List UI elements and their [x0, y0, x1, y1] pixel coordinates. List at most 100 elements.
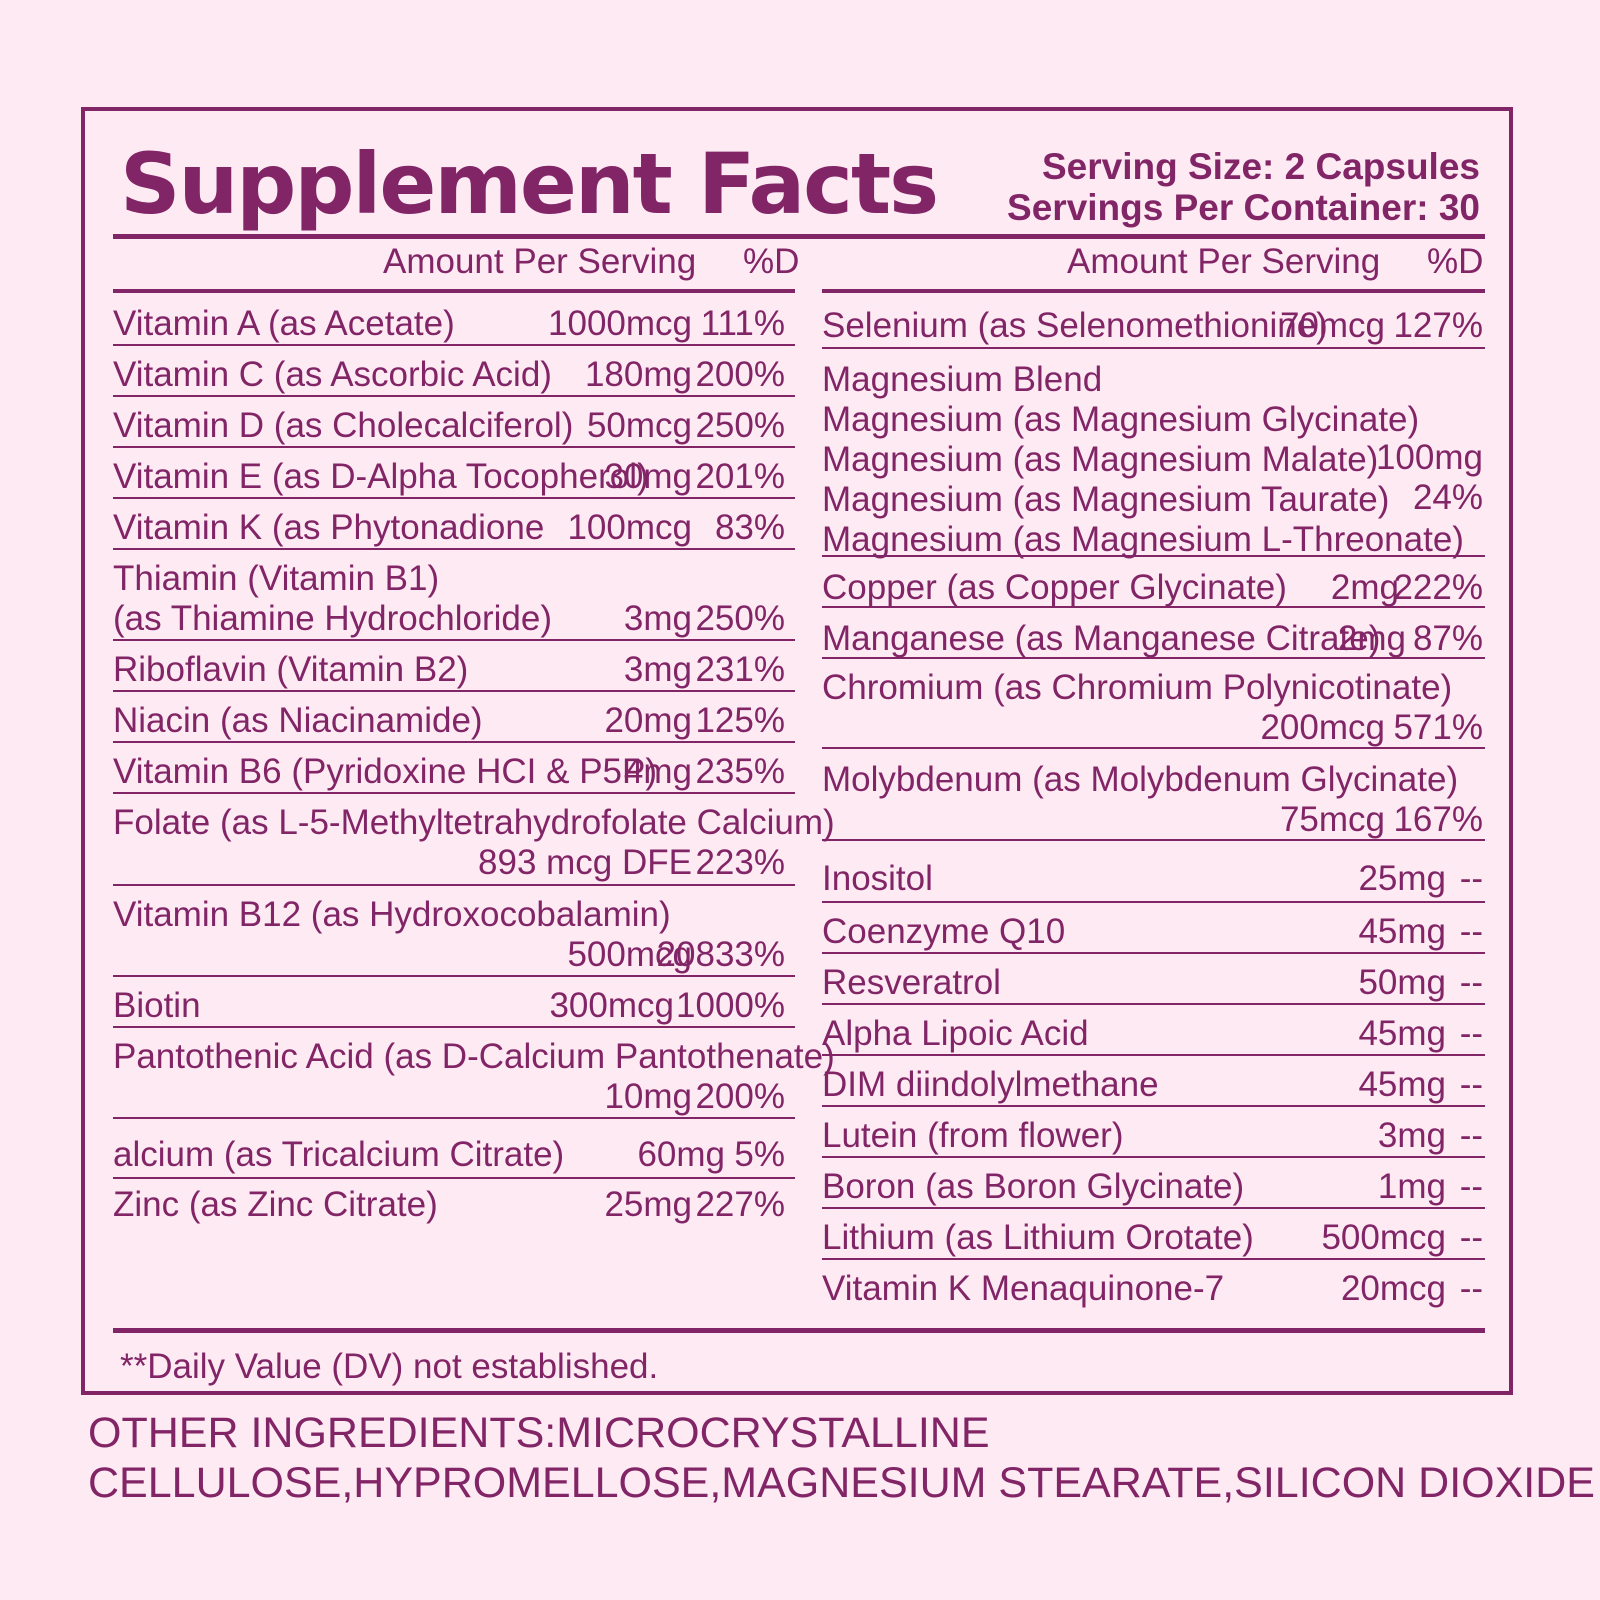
- amount-per-serving: 4mg: [623, 752, 692, 791]
- amount-per-serving: 50mg: [1358, 963, 1446, 1002]
- amount-per-serving: 3mg: [1377, 1116, 1446, 1155]
- nutrient-name: Pantothenic Acid (as D-Calcium Pantothen…: [113, 1037, 835, 1076]
- amount-per-serving: 3mg: [623, 650, 692, 689]
- daily-value-percent: 111%: [700, 304, 785, 343]
- amount-per-serving: 20mg: [604, 701, 692, 740]
- daily-value-percent: --: [1459, 859, 1483, 898]
- nutrient-row: Vitamin K Menaquinone-7 20mcg --: [822, 1260, 1485, 1311]
- nutrient-name: Manganese (as Manganese Citrate): [822, 619, 1381, 658]
- right-column-divider: [822, 289, 1485, 293]
- nutrient-row: Folate (as L-5-Methyltetrahydrofolate Ca…: [113, 794, 835, 886]
- nutrient-name: Riboflavin (Vitamin B2): [113, 650, 469, 689]
- nutrient-name: Copper (as Copper Glycinate): [822, 568, 1287, 607]
- nutrient-name: Magnesium (as Magnesium Glycinate): [822, 400, 1420, 439]
- nutrient-row: Manganese (as Manganese Citrate) 2mg 87%: [822, 608, 1485, 659]
- nutrient-name: alcium (as Tricalcium Citrate): [113, 1135, 565, 1174]
- amount-per-serving: 45mg: [1358, 1065, 1446, 1104]
- header-divider: [113, 234, 1485, 239]
- nutrient-row: Vitamin D (as Cholecalciferol) 50mcg 250%: [113, 397, 795, 448]
- daily-value-percent: --: [1459, 1065, 1483, 1104]
- nutrient-name: Chromium (as Chromium Polynicotinate): [822, 668, 1453, 707]
- nutrient-row: Resveratrol 50mg --: [822, 954, 1485, 1005]
- left-nutrient-column: Vitamin A (as Acetate) 1000mcg 111% Vitamin…: [113, 295, 835, 1239]
- nutrient-name: Magnesium Blend: [822, 360, 1103, 399]
- amount-per-serving: 30mg: [604, 457, 692, 496]
- daily-value-percent: 222%: [1393, 568, 1483, 607]
- other-ingredients: OTHER INGREDIENTS:MICROCRYSTALLINE CELLU…: [88, 1408, 1595, 1508]
- amount-per-serving: 500mcg: [1321, 1218, 1446, 1257]
- nutrient-name: Folate (as L-5-Methyltetrahydrofolate Ca…: [113, 803, 835, 842]
- nutrient-name: Lutein (from flower): [822, 1116, 1124, 1155]
- amount-per-serving: 60mg: [637, 1135, 725, 1174]
- nutrient-row: Vitamin B6 (Pyridoxine HCI & P5P) 4mg 235%: [113, 743, 795, 794]
- nutrient-row: DIM diindolylmethane 45mg --: [822, 1056, 1485, 1107]
- amount-per-serving: 180mg: [584, 355, 692, 394]
- nutrient-name: Vitamin A (as Acetate): [113, 304, 455, 343]
- nutrient-name: Zinc (as Zinc Citrate): [113, 1185, 438, 1224]
- daily-value-percent: --: [1459, 1116, 1483, 1155]
- right-nutrient-column: Selenium (as Selenomethionine) 70mcg 127% M…: [822, 295, 1485, 1311]
- nutrient-name: Vitamin C (as Ascorbic Acid): [113, 355, 552, 394]
- daily-value-percent: 571%: [1393, 708, 1483, 747]
- nutrient-name: (as Thiamine Hydrochloride): [113, 599, 552, 638]
- nutrient-name: Alpha Lipoic Acid: [822, 1014, 1089, 1053]
- nutrient-name: Magnesium (as Magnesium Taurate): [822, 480, 1390, 519]
- serving-info: Serving Size: 2 Capsules Servings Per Co…: [1007, 146, 1480, 228]
- nutrient-row: Molybdenum (as Molybdenum Glycinate) 75mc…: [822, 749, 1485, 841]
- supplement-facts-panel: [81, 107, 1513, 1395]
- daily-value-percent: 87%: [1412, 619, 1483, 658]
- daily-value-percent: --: [1459, 963, 1483, 1002]
- amount-per-serving: 45mg: [1358, 1014, 1446, 1053]
- daily-value-percent: 227%: [695, 1185, 785, 1224]
- daily-value-percent: --: [1459, 1014, 1483, 1053]
- left-amount-header: Amount Per Serving: [383, 242, 697, 281]
- amount-per-serving: 20mcg: [1340, 1269, 1446, 1308]
- amount-per-serving: 2mg: [1337, 619, 1406, 658]
- nutrient-name: Vitamin B12 (as Hydroxocobalamin): [113, 895, 671, 934]
- nutrient-row: alcium (as Tricalcium Citrate) 60mg 5%: [113, 1119, 795, 1179]
- nutrient-name: Resveratrol: [822, 963, 1001, 1002]
- daily-value-percent: 231%: [695, 650, 785, 689]
- left-column-divider: [113, 289, 795, 293]
- left-dv-header: %D: [743, 242, 800, 281]
- amount-per-serving: 2mg: [1330, 568, 1399, 607]
- nutrient-row: Thiamin (Vitamin B1) (as Thiamine Hydroch…: [113, 550, 795, 641]
- daily-value-percent: 223%: [695, 843, 785, 882]
- serving-size: Serving Size: 2 Capsules: [1041, 146, 1480, 187]
- nutrient-name: DIM diindolylmethane: [822, 1065, 1159, 1104]
- nutrient-row: Coenzyme Q10 45mg --: [822, 903, 1485, 954]
- nutrient-row: Vitamin E (as D-Alpha Tocopherol) 30mg 201…: [113, 448, 795, 499]
- nutrient-name: Coenzyme Q10: [822, 912, 1066, 951]
- amount-per-serving: 300mcg: [549, 986, 674, 1025]
- daily-value-percent: 250%: [695, 406, 785, 445]
- nutrient-row: Vitamin B12 (as Hydroxocobalamin) 500mcg 2…: [113, 886, 795, 977]
- nutrient-name: Magnesium (as Magnesium Malate): [822, 440, 1379, 479]
- daily-value-percent: 1000%: [676, 986, 785, 1025]
- nutrient-row: Copper (as Copper Glycinate) 2mg 222%: [822, 557, 1485, 608]
- nutrient-row: Boron (as Boron Glycinate) 1mg --: [822, 1158, 1485, 1209]
- nutrient-name: Vitamin K (as Phytonadione: [113, 508, 545, 547]
- nutrient-row: Vitamin K (as Phytonadione 100mcg 83%: [113, 499, 795, 550]
- nutrient-row: Lutein (from flower) 3mg --: [822, 1107, 1485, 1158]
- nutrient-row: Biotin 300mcg 1000%: [113, 977, 795, 1028]
- nutrient-row: Lithium (as Lithium Orotate) 500mcg --: [822, 1209, 1485, 1260]
- daily-value-percent: 200%: [695, 355, 785, 394]
- nutrient-name: Vitamin E (as D-Alpha Tocopherol): [113, 457, 649, 496]
- amount-per-serving: 100mg: [1375, 438, 1483, 477]
- nutrient-row: Zinc (as Zinc Citrate) 25mg 227%: [113, 1179, 795, 1239]
- daily-value-percent: 20833%: [656, 935, 785, 974]
- nutrient-name: Biotin: [113, 986, 201, 1025]
- amount-per-serving: 3mg: [623, 599, 692, 638]
- nutrient-row: Alpha Lipoic Acid 45mg --: [822, 1005, 1485, 1056]
- nutrient-name: Inositol: [822, 859, 933, 898]
- daily-value-percent: 127%: [1393, 306, 1483, 345]
- nutrient-row: Vitamin A (as Acetate) 1000mcg 111%: [113, 295, 795, 346]
- daily-value-percent: 83%: [714, 508, 785, 547]
- nutrient-row: Vitamin C (as Ascorbic Acid) 180mg 200%: [113, 346, 795, 397]
- daily-value-percent: --: [1459, 1269, 1483, 1308]
- amount-per-serving: 10mg: [604, 1077, 692, 1116]
- daily-value-percent: 235%: [695, 752, 785, 791]
- nutrient-name: Vitamin K Menaquinone-7: [822, 1269, 1225, 1308]
- other-ingredients-line: CELLULOSE,HYPROMELLOSE,MAGNESIUM STEARAT…: [88, 1459, 1595, 1507]
- amount-per-serving: 45mg: [1358, 912, 1446, 951]
